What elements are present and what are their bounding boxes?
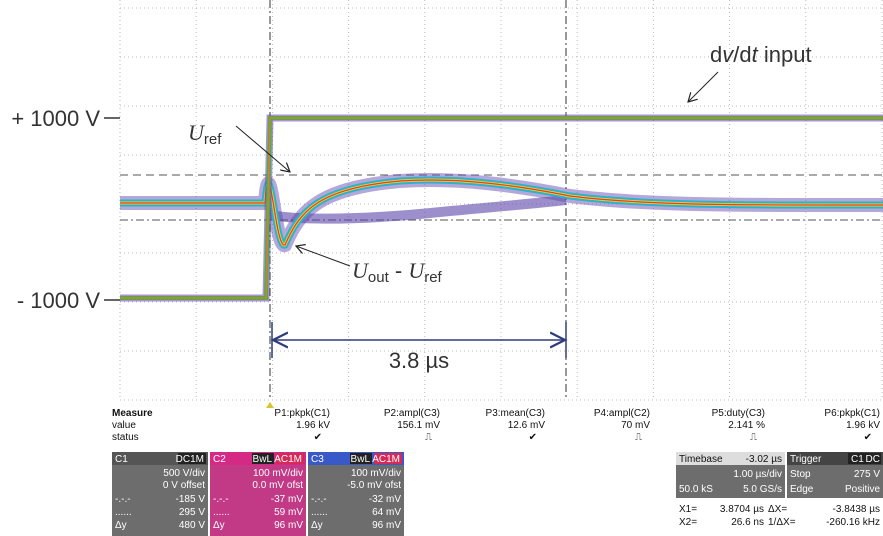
panel-text: 1.00 µs/div [733, 469, 782, 480]
panel-text: -185 V [176, 494, 206, 505]
panel-text: C2 [213, 454, 226, 465]
panel-text: ...... [115, 507, 132, 518]
text-part: input [758, 42, 812, 67]
panel-text: 96 mV [372, 520, 401, 531]
text-part: d [710, 42, 722, 67]
panel-text: 70 mV [621, 420, 650, 431]
panel-text: ΔX= [768, 504, 787, 515]
panel-text: C1 [115, 454, 128, 465]
panel-text: ✔ [529, 432, 537, 443]
arrow [236, 126, 290, 172]
panel-text: DC1M [176, 454, 204, 465]
panel-text: -.-.- [311, 494, 327, 505]
panel-text: BwL [253, 454, 273, 465]
panel-text: 1.96 kV [846, 420, 880, 431]
text-part: ref [204, 131, 222, 148]
panel-text: Δy [311, 520, 323, 531]
panel-text: C3 [311, 454, 324, 465]
panel-text: P3:mean(C3) [486, 408, 545, 419]
panel-text: X1= [679, 504, 697, 515]
panel-text: 64 mV [372, 507, 401, 518]
panel-text: 3.8704 µs [720, 504, 764, 515]
level-label: - 1000 V [17, 288, 100, 313]
panel-text: Stop [790, 469, 811, 480]
panel-text: 1.96 kV [296, 420, 330, 431]
annotation: dv/dt input [710, 42, 812, 67]
panel-text: status [112, 432, 139, 443]
panel-text: ✔ [864, 432, 872, 443]
panel-text: 500 V/div [163, 468, 205, 479]
panel-text: -3.02 µs [746, 454, 782, 465]
panel-text: 12.6 mV [508, 420, 546, 431]
panel-text: P4:ampl(C2) [594, 408, 650, 419]
panel-text: 2.141 % [728, 420, 765, 431]
panel-text: P2:ampl(C3) [384, 408, 440, 419]
panel-text: Positive [845, 484, 880, 495]
panel-text: 275 V [854, 469, 880, 480]
panel-text: ⎍ [635, 432, 642, 443]
panel-text: -.-.- [213, 494, 229, 505]
panel-text: ...... [213, 507, 230, 518]
panel-text: ⎍ [750, 432, 757, 443]
panel-text: 100 mV/div [253, 468, 303, 479]
panel-text: C1 [851, 454, 864, 465]
panel-text: ⎍ [425, 432, 432, 443]
panel-text: Δy [115, 520, 127, 531]
panel-text: 1/ΔX= [768, 517, 796, 528]
annotation: Uout - Uref [352, 258, 443, 286]
panel-text: 100 mV/div [351, 468, 401, 479]
panel-text: Measure [112, 408, 153, 419]
panel-text: P5:duty(C3) [712, 408, 765, 419]
panel-text: 295 V [179, 507, 205, 518]
panel-text: X2= [679, 517, 697, 528]
scope-screen: + 1000 V - 1000 V dv/dt input Uref Uout … [0, 0, 883, 536]
panel-text: Trigger [790, 454, 822, 465]
panel-text: -260.16 kHz [826, 517, 880, 528]
text-part: ref [424, 269, 442, 286]
panel-text: 480 V [179, 520, 205, 531]
panel-text: AC1M [372, 454, 400, 465]
level-label: + 1000 V [11, 106, 100, 131]
panel-text: 0 V offset [163, 480, 205, 491]
panel-text: 59 mV [274, 507, 303, 518]
panel-text: 50.0 kS [679, 484, 713, 495]
panel-text: 26.6 ns [731, 517, 764, 528]
panel-text: 96 mV [274, 520, 303, 531]
panel-text: 5.0 GS/s [743, 484, 782, 495]
panel-text: 156.1 mV [397, 420, 440, 431]
panel-text: BwL [351, 454, 371, 465]
arrow [296, 246, 350, 266]
text-part: /d [733, 42, 751, 67]
panel-text: -37 mV [271, 494, 304, 505]
panel-text: ✔ [314, 432, 322, 443]
panel-text: -3.8438 µs [833, 504, 880, 515]
panel-text: value [112, 420, 136, 431]
panel-text: P6:pkpk(C1) [824, 408, 880, 419]
arrow [688, 72, 718, 102]
annotation: Uref [188, 120, 222, 148]
text-part: out [368, 269, 390, 286]
panel-text: Timebase [679, 454, 723, 465]
panel-text: ...... [311, 507, 328, 518]
panel-text: DC [866, 454, 880, 465]
panel-text: Δy [213, 520, 225, 531]
panel-text: 0.0 mV ofst [252, 480, 303, 491]
panel-text: -5.0 mV ofst [347, 480, 401, 491]
panel-text: P1:pkpk(C1) [274, 408, 330, 419]
panel-text: -32 mV [369, 494, 402, 505]
duration-label: 3.8 µs [389, 348, 449, 373]
text-part: - [389, 258, 409, 283]
trigger-marker [266, 402, 274, 408]
panel-text: AC1M [274, 454, 302, 465]
panel-text: -.-.- [115, 494, 131, 505]
panel-text: Edge [790, 484, 814, 495]
